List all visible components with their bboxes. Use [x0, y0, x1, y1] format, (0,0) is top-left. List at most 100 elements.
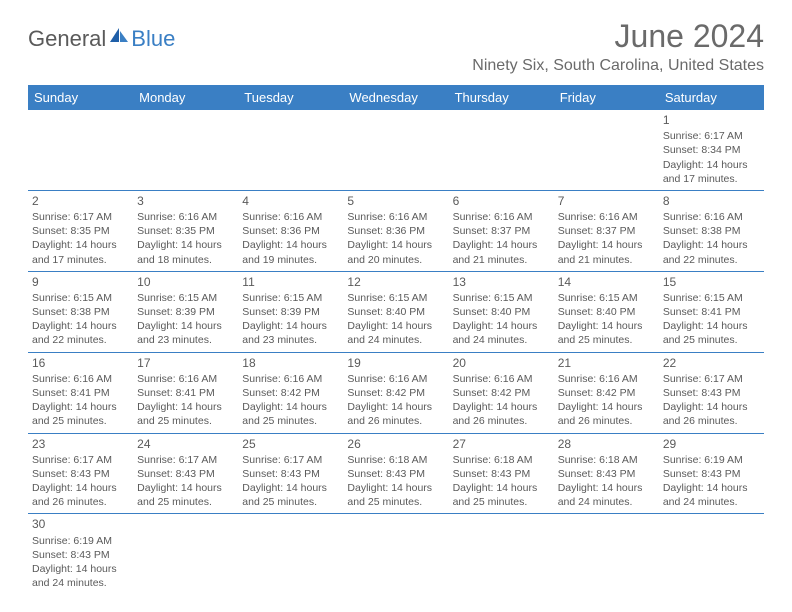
sunrise-line: Sunrise: 6:15 AM [137, 291, 234, 305]
day-details: Sunrise: 6:16 AMSunset: 8:42 PMDaylight:… [347, 372, 444, 429]
daylight1-line: Daylight: 14 hours [663, 481, 760, 495]
week-row: 1Sunrise: 6:17 AMSunset: 8:34 PMDaylight… [28, 110, 764, 190]
weekday-header: Monday [133, 85, 238, 110]
day-details: Sunrise: 6:15 AMSunset: 8:38 PMDaylight:… [32, 291, 129, 348]
header: General Blue June 2024 Ninety Six, South… [28, 18, 764, 81]
sunrise-line: Sunrise: 6:18 AM [347, 453, 444, 467]
day-number: 21 [558, 355, 655, 371]
day-cell: 22Sunrise: 6:17 AMSunset: 8:43 PMDayligh… [659, 352, 764, 433]
day-number: 5 [347, 193, 444, 209]
daylight1-line: Daylight: 14 hours [242, 400, 339, 414]
day-number: 29 [663, 436, 760, 452]
daylight2-line: and 19 minutes. [242, 253, 339, 267]
daylight2-line: and 24 minutes. [663, 495, 760, 509]
daylight1-line: Daylight: 14 hours [32, 400, 129, 414]
sail-icon [109, 27, 129, 50]
week-row: 23Sunrise: 6:17 AMSunset: 8:43 PMDayligh… [28, 433, 764, 514]
week-row: 9Sunrise: 6:15 AMSunset: 8:38 PMDaylight… [28, 271, 764, 352]
daylight1-line: Daylight: 14 hours [558, 238, 655, 252]
day-cell [133, 110, 238, 190]
daylight2-line: and 25 minutes. [137, 414, 234, 428]
day-number: 4 [242, 193, 339, 209]
day-details: Sunrise: 6:16 AMSunset: 8:42 PMDaylight:… [558, 372, 655, 429]
daylight2-line: and 18 minutes. [137, 253, 234, 267]
daylight2-line: and 24 minutes. [453, 333, 550, 347]
daylight1-line: Daylight: 14 hours [137, 481, 234, 495]
day-details: Sunrise: 6:17 AMSunset: 8:35 PMDaylight:… [32, 210, 129, 267]
daylight1-line: Daylight: 14 hours [663, 400, 760, 414]
day-details: Sunrise: 6:19 AMSunset: 8:43 PMDaylight:… [32, 534, 129, 591]
day-number: 2 [32, 193, 129, 209]
sunrise-line: Sunrise: 6:15 AM [242, 291, 339, 305]
daylight1-line: Daylight: 14 hours [137, 400, 234, 414]
day-number: 20 [453, 355, 550, 371]
day-number: 28 [558, 436, 655, 452]
day-cell: 15Sunrise: 6:15 AMSunset: 8:41 PMDayligh… [659, 271, 764, 352]
sunset-line: Sunset: 8:43 PM [137, 467, 234, 481]
week-row: 2Sunrise: 6:17 AMSunset: 8:35 PMDaylight… [28, 190, 764, 271]
day-details: Sunrise: 6:16 AMSunset: 8:41 PMDaylight:… [32, 372, 129, 429]
sunset-line: Sunset: 8:43 PM [453, 467, 550, 481]
day-details: Sunrise: 6:16 AMSunset: 8:36 PMDaylight:… [242, 210, 339, 267]
day-cell: 14Sunrise: 6:15 AMSunset: 8:40 PMDayligh… [554, 271, 659, 352]
day-cell: 18Sunrise: 6:16 AMSunset: 8:42 PMDayligh… [238, 352, 343, 433]
sunset-line: Sunset: 8:43 PM [32, 548, 129, 562]
day-cell: 20Sunrise: 6:16 AMSunset: 8:42 PMDayligh… [449, 352, 554, 433]
sunrise-line: Sunrise: 6:17 AM [242, 453, 339, 467]
day-cell [449, 514, 554, 594]
day-number: 9 [32, 274, 129, 290]
daylight2-line: and 25 minutes. [663, 333, 760, 347]
day-cell [28, 110, 133, 190]
sunset-line: Sunset: 8:43 PM [663, 467, 760, 481]
daylight2-line: and 26 minutes. [347, 414, 444, 428]
day-number: 15 [663, 274, 760, 290]
daylight1-line: Daylight: 14 hours [663, 319, 760, 333]
day-cell: 2Sunrise: 6:17 AMSunset: 8:35 PMDaylight… [28, 190, 133, 271]
daylight2-line: and 21 minutes. [453, 253, 550, 267]
daylight2-line: and 24 minutes. [558, 495, 655, 509]
day-details: Sunrise: 6:17 AMSunset: 8:43 PMDaylight:… [242, 453, 339, 510]
day-number: 18 [242, 355, 339, 371]
day-number: 26 [347, 436, 444, 452]
weekday-header-row: Sunday Monday Tuesday Wednesday Thursday… [28, 85, 764, 110]
day-cell: 25Sunrise: 6:17 AMSunset: 8:43 PMDayligh… [238, 433, 343, 514]
sunset-line: Sunset: 8:37 PM [453, 224, 550, 238]
sunset-line: Sunset: 8:42 PM [558, 386, 655, 400]
weekday-header: Saturday [659, 85, 764, 110]
daylight2-line: and 26 minutes. [663, 414, 760, 428]
day-cell [343, 514, 448, 594]
sunrise-line: Sunrise: 6:17 AM [137, 453, 234, 467]
sunrise-line: Sunrise: 6:15 AM [347, 291, 444, 305]
daylight1-line: Daylight: 14 hours [242, 319, 339, 333]
day-details: Sunrise: 6:16 AMSunset: 8:37 PMDaylight:… [453, 210, 550, 267]
sunrise-line: Sunrise: 6:17 AM [32, 453, 129, 467]
daylight2-line: and 24 minutes. [32, 576, 129, 590]
sunrise-line: Sunrise: 6:17 AM [663, 129, 760, 143]
sunrise-line: Sunrise: 6:18 AM [453, 453, 550, 467]
day-details: Sunrise: 6:17 AMSunset: 8:43 PMDaylight:… [663, 372, 760, 429]
sunrise-line: Sunrise: 6:19 AM [32, 534, 129, 548]
day-number: 6 [453, 193, 550, 209]
daylight1-line: Daylight: 14 hours [242, 238, 339, 252]
day-details: Sunrise: 6:16 AMSunset: 8:37 PMDaylight:… [558, 210, 655, 267]
day-details: Sunrise: 6:15 AMSunset: 8:39 PMDaylight:… [137, 291, 234, 348]
day-number: 12 [347, 274, 444, 290]
sunrise-line: Sunrise: 6:16 AM [453, 210, 550, 224]
sunrise-line: Sunrise: 6:18 AM [558, 453, 655, 467]
day-details: Sunrise: 6:17 AMSunset: 8:34 PMDaylight:… [663, 129, 760, 186]
sunrise-line: Sunrise: 6:15 AM [32, 291, 129, 305]
sunrise-line: Sunrise: 6:16 AM [347, 210, 444, 224]
sunset-line: Sunset: 8:43 PM [347, 467, 444, 481]
day-cell: 1Sunrise: 6:17 AMSunset: 8:34 PMDaylight… [659, 110, 764, 190]
day-details: Sunrise: 6:17 AMSunset: 8:43 PMDaylight:… [32, 453, 129, 510]
daylight1-line: Daylight: 14 hours [347, 481, 444, 495]
daylight2-line: and 17 minutes. [32, 253, 129, 267]
daylight1-line: Daylight: 14 hours [242, 481, 339, 495]
day-number: 1 [663, 112, 760, 128]
sunrise-line: Sunrise: 6:16 AM [453, 372, 550, 386]
sunrise-line: Sunrise: 6:15 AM [663, 291, 760, 305]
daylight1-line: Daylight: 14 hours [558, 400, 655, 414]
day-number: 8 [663, 193, 760, 209]
sunrise-line: Sunrise: 6:16 AM [137, 372, 234, 386]
sunset-line: Sunset: 8:40 PM [453, 305, 550, 319]
